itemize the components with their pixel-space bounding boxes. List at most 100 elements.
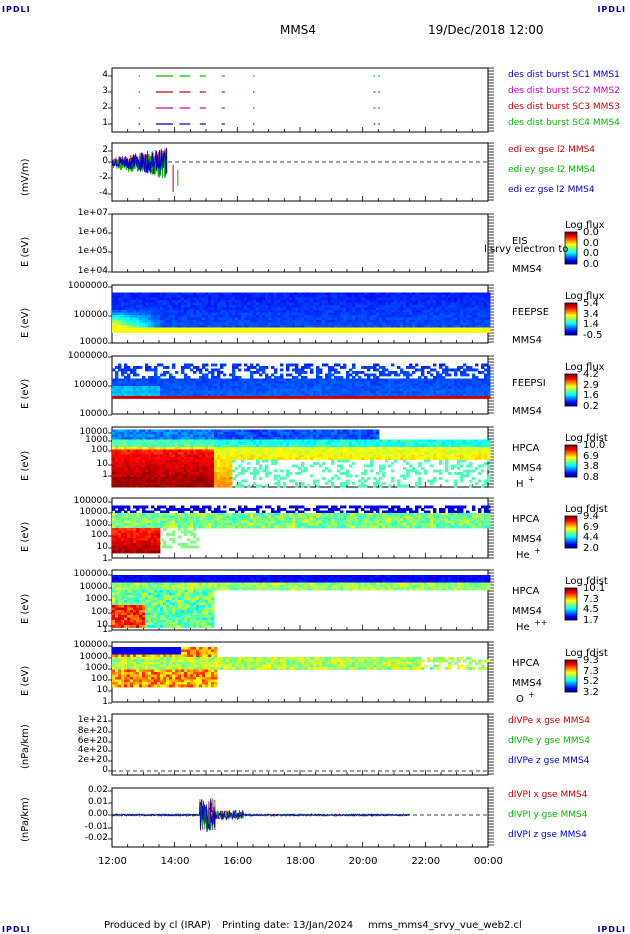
divpe-ylabel: (nPa/km) (20, 723, 31, 769)
xaxis-tick-label: 14:00 (160, 856, 190, 867)
hpca-he2-colorbar-value: 1.7 (583, 615, 599, 626)
footer-produced-by: Produced by cl (IRAP) (104, 920, 211, 931)
hpca-he-colorbar-value: 2.0 (583, 543, 599, 554)
corner-label-top-left: IPDLI (2, 5, 31, 14)
feeps-e-colorbar (564, 302, 578, 336)
spacecraft-title: MMS4 (280, 23, 316, 37)
hpca-he2-colorbar-title: Log fdist (565, 576, 608, 587)
hpca-h-colorbar-title: Log fdist (565, 433, 608, 444)
divpi-legend-item: dIVPI x gse MMS4 (508, 790, 588, 800)
hpca-he2-colorbar (564, 587, 578, 621)
hpca-h-colorbar-value: 6.9 (583, 450, 599, 462)
hpca-he2-spacecraft-label: MMS4 (512, 606, 542, 617)
burst-legend-item: des dist burst SC3 MMS3 (508, 102, 620, 112)
hpca-he2-ytick-label: 100000 (73, 569, 108, 579)
hpca-o-colorbar-value: 5.2 (583, 676, 599, 688)
eis-ylabel: E (eV) (20, 236, 31, 267)
edi-ytick-label: -2 (99, 172, 108, 182)
hpca-o-ytick-label: 1000 (85, 663, 108, 673)
hpca-o-ytick-label: 10000 (79, 652, 108, 662)
hpca-he-charge-label: + (534, 546, 541, 555)
hpca-o-ytick-label: 10 (96, 685, 108, 695)
hpca-he-heatmap (112, 505, 491, 554)
hpca-he2-colorbar-value: 4.5 (583, 604, 599, 616)
divpi-ytick-label: 0.02 (87, 785, 108, 795)
xaxis-tick-label: 20:00 (348, 856, 378, 867)
burst-ytick-label: 2 (102, 102, 108, 112)
feeps-i-spacecraft-label: MMS4 (512, 406, 542, 417)
burst-markers (138, 75, 380, 125)
divpe-legend-item: dIVPe x gse MMS4 (508, 716, 590, 726)
eis-colorbar (564, 231, 578, 265)
hpca-he-ytick-label: 1 (102, 554, 108, 564)
xaxis-tick-label: 22:00 (411, 856, 441, 867)
xaxis-tick-label: 16:00 (223, 856, 253, 867)
hpca-o-ytick-label: 100 (90, 674, 108, 684)
hpca-o-ylabel: E (eV) (20, 665, 31, 696)
corner-label-bottom-left: IPDLI (2, 925, 31, 934)
hpca-h-ytick-label: 10 (96, 459, 108, 469)
divpi-ytick-label: -0.02 (84, 833, 108, 843)
hpca-he2-heatmap (112, 575, 491, 628)
divpi-ytick-label: -0.01 (84, 822, 108, 832)
hpca-o-heatmap (112, 647, 491, 688)
edi-legend-item: edi ex gse l2 MMS4 (508, 145, 596, 155)
hpca-he2-ytick-label: 1 (102, 625, 108, 635)
feeps-i-ytick-label: 1000000 (67, 351, 108, 361)
xaxis-tick-label: 00:00 (474, 856, 503, 867)
divpi-ytick-label: 0.01 (87, 797, 108, 807)
hpca-he2-colorbar-value: 7.3 (583, 593, 599, 605)
burst-ytick-label: 4 (102, 70, 108, 80)
edi-series-line (111, 147, 168, 176)
hpca-he-ytick-label: 100 (90, 530, 108, 540)
hpca-he-spacecraft-label: MMS4 (512, 534, 542, 545)
feeps-e-heatmap (112, 292, 491, 333)
eis-ytick-label: 1e+05 (77, 246, 108, 256)
hpca-he-instrument-label: HPCA (512, 514, 540, 525)
divpe-legend-item: dIVPe z gse MMS4 (508, 756, 590, 766)
hpca-he-ytick-label: 10000 (79, 507, 108, 517)
eis-colorbar-value: 0.0 (583, 227, 599, 238)
divpe-frame (111, 713, 489, 776)
hpca-he2-ylabel: E (eV) (20, 593, 31, 624)
hpca-o-colorbar-value: 3.2 (583, 687, 599, 698)
hpca-o-charge-label: + (528, 690, 535, 699)
burst-legend-item: des dist burst SC1 MMS1 (508, 70, 620, 80)
hpca-he2-ytick-label: 10 (96, 620, 108, 630)
hpca-h-colorbar-value: 3.8 (583, 461, 599, 473)
divpe-ytick-label: 0 (102, 765, 108, 775)
burst-frame (111, 67, 489, 133)
datetime-title: 19/Dec/2018 12:00 (428, 23, 544, 37)
divpe-ytick-label: 2e+20 (77, 755, 108, 765)
edi-ylabel: (mV/m) (20, 158, 31, 197)
eis-ytick-label: 1e+07 (77, 208, 108, 218)
divpe-ytick-label: 4e+20 (77, 745, 108, 755)
eis-frame (111, 213, 489, 273)
hpca-he2-ytick-label: 100 (90, 607, 108, 617)
feeps-i-colorbar-value: 0.2 (583, 401, 599, 412)
feeps-i-ytick-label: 10000 (79, 409, 108, 419)
hpca-o-colorbar-title: Log fdist (565, 648, 608, 659)
hpca-he-colorbar-value: 4.4 (583, 532, 599, 544)
feeps-i-ytick-label: 100000 (73, 380, 108, 390)
footer-printing-date: Printing date: 13/Jan/2024 (222, 920, 354, 931)
burst-legend-item: des dist burst SC2 MMS2 (508, 86, 620, 96)
hpca-o-colorbar-value: 7.3 (583, 665, 599, 677)
hpca-he-ylabel: E (eV) (20, 521, 31, 552)
burst-ytick-label: 1 (102, 118, 108, 128)
feeps-e-ytick-label: 10000 (79, 337, 108, 347)
divpe-ytick-label: 6e+20 (77, 736, 108, 746)
hpca-h-colorbar-value: 10.0 (583, 440, 606, 451)
hpca-he2-charge-label: ++ (534, 618, 548, 627)
divpi-series-line (111, 798, 410, 833)
eis-colorbar-value: 0.0 (583, 248, 599, 260)
divpe-ytick-label: 1e+21 (77, 715, 108, 725)
hpca-he-colorbar-value: 6.9 (583, 521, 599, 533)
feeps-e-ytick-label: 100000 (73, 310, 108, 320)
divpi-legend-item: dIVPI z gse MMS4 (508, 830, 587, 840)
corner-label-bottom-right: IPDLI (597, 925, 626, 934)
hpca-o-ytick-label: 1 (102, 697, 108, 707)
hpca-h-charge-label: + (528, 475, 535, 484)
burst-ytick-label: 3 (102, 86, 108, 96)
hpca-h-ytick-label: 100 (90, 445, 108, 455)
